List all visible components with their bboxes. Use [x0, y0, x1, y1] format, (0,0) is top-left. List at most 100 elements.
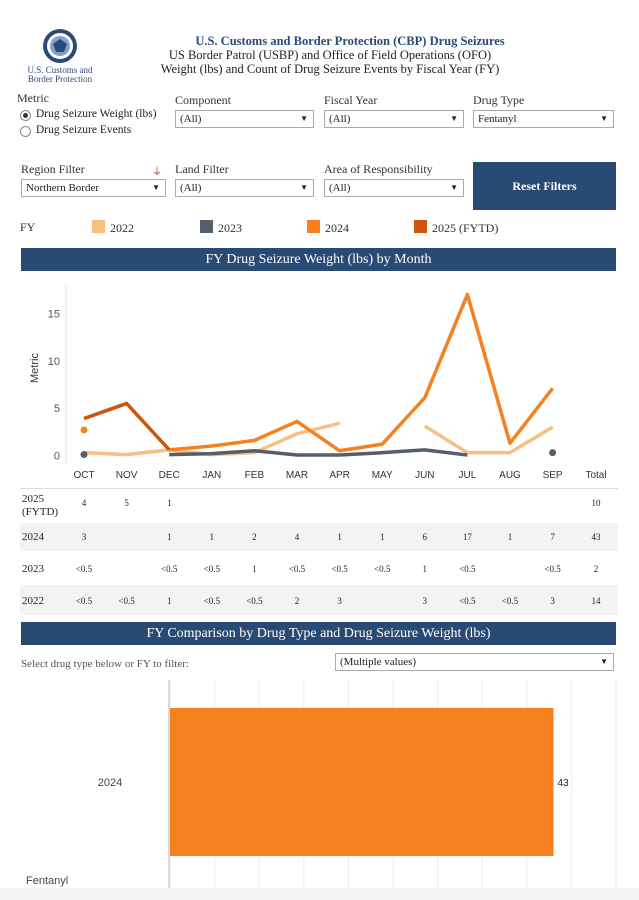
legend-swatch	[414, 220, 427, 233]
series-point-2024[interactable]	[80, 426, 88, 434]
table-cell: 6	[422, 532, 428, 542]
table-row-total: 43	[591, 532, 601, 542]
legend-swatch	[307, 220, 320, 233]
land-value: (All)	[180, 182, 202, 194]
chevron-down-icon: ▼	[450, 114, 458, 123]
bar-2024[interactable]	[170, 708, 554, 856]
table-cell: <0.5	[288, 564, 306, 574]
x-tick-label-feb: FEB	[245, 470, 265, 480]
series-line-2024[interactable]	[169, 292, 554, 453]
section-title-comparison: FY Comparison by Drug Type and Drug Seiz…	[21, 622, 616, 645]
table-cell: 1	[379, 532, 385, 542]
metric-option-weight-label: Drug Seizure Weight (lbs)	[36, 108, 157, 120]
table-cell: 3	[337, 596, 342, 606]
drug-multi-select[interactable]: (Multiple values) ▼	[335, 653, 614, 671]
table-cell: 1	[166, 596, 172, 606]
region-label: Region Filter	[21, 162, 85, 176]
series-line-2022[interactable]	[423, 424, 554, 455]
table-row-band	[20, 523, 618, 551]
series-line-2023[interactable]	[169, 448, 468, 457]
logo-line1: U.S. Customs and	[27, 65, 93, 75]
footer-strip	[0, 888, 639, 900]
region-value: Northern Border	[26, 182, 100, 194]
component-select[interactable]: (All) ▼	[175, 110, 314, 128]
table-cell: 2	[294, 596, 300, 606]
series-point-2023[interactable]	[549, 449, 557, 457]
table-row-total: 14	[591, 596, 601, 606]
aor-label: Area of Responsibility	[324, 162, 433, 176]
x-tick-label-nov: NOV	[116, 470, 138, 480]
radio-selected-icon	[20, 110, 31, 121]
chevron-down-icon: ▼	[300, 114, 308, 123]
bar-group-label: Fentanyl	[26, 875, 68, 887]
chevron-down-icon: ▼	[600, 114, 608, 123]
y-tick-label: 5	[54, 403, 60, 415]
table-row-label: 2025 (FYTD)	[22, 493, 59, 518]
cbp-seal-icon	[43, 29, 77, 63]
chevron-down-icon: ▼	[450, 183, 458, 192]
chevron-down-icon: ▼	[300, 183, 308, 192]
table-divider	[20, 488, 618, 489]
chevron-down-icon: ▼	[600, 657, 608, 666]
legend-item-label: 2025 (FYTD)	[432, 221, 499, 235]
table-row-label: 2024	[22, 531, 44, 543]
drug-type-label: Drug Type	[473, 93, 525, 107]
x-tick-label-jul: JUL	[459, 470, 477, 480]
x-tick-label-apr: APR	[329, 470, 350, 480]
logo-line2: Border Protection	[27, 74, 93, 84]
metric-option-weight[interactable]: Drug Seizure Weight (lbs)	[20, 108, 170, 123]
reset-filters-button[interactable]: Reset Filters	[473, 162, 616, 210]
legend-item-label: 2023	[218, 221, 242, 235]
page-subtitle: US Border Patrol (USBP) and Office of Fi…	[168, 48, 492, 62]
x-tick-label-jun: JUN	[415, 470, 434, 480]
table-cell: <0.5	[203, 564, 220, 574]
fiscal-year-select[interactable]: (All) ▼	[324, 110, 464, 128]
page-subtitle-2: Weight (lbs) and Count of Drug Seizure E…	[160, 62, 500, 76]
x-tick-label-jan: JAN	[202, 470, 221, 480]
x-tick-label-oct: OCT	[73, 470, 94, 480]
y-tick-label: 0	[54, 451, 60, 463]
bar-category-label: 2024	[98, 777, 122, 789]
total-column-header: Total	[585, 470, 606, 480]
fiscal-year-label: Fiscal Year	[324, 93, 378, 107]
x-tick-label-mar: MAR	[286, 470, 308, 480]
y-tick-label: 15	[48, 308, 60, 320]
y-axis-label: Metric	[29, 353, 41, 383]
series-point-2023[interactable]	[80, 451, 88, 459]
table-cell: <0.5	[374, 564, 391, 574]
metric-label: Metric	[17, 91, 49, 105]
series-line-2025[interactable]	[83, 401, 171, 452]
metric-option-events[interactable]: Drug Seizure Events	[20, 124, 170, 139]
clear-filter-icon[interactable]: ⏚	[152, 167, 162, 178]
drug-type-select[interactable]: Fentanyl ▼	[473, 110, 614, 128]
x-tick-label-sep: SEP	[543, 470, 563, 480]
aor-select[interactable]: (All) ▼	[324, 179, 464, 197]
legend-label: FY	[20, 220, 36, 234]
table-cell: <0.5	[118, 596, 135, 606]
aor-value: (All)	[329, 182, 351, 194]
fiscal-year-value: (All)	[329, 113, 351, 125]
region-select[interactable]: Northern Border ▼	[21, 179, 166, 197]
table-cell: <0.5	[75, 564, 93, 574]
table-cell: 3	[81, 532, 87, 542]
table-row-total: 2	[593, 564, 599, 574]
table-cell: 7	[550, 532, 555, 542]
drug-multi-select-value: (Multiple values)	[340, 656, 417, 668]
table-cell: 2	[252, 532, 257, 542]
table-cell: 5	[124, 498, 129, 508]
table-row-total: 10	[591, 498, 601, 508]
comparison-bar-chart: 43 2024 Fentanyl	[26, 680, 617, 888]
monthly-table: 2025 (FYTD) 4 5 1 10 2024 3 1 1 2 4 1 1 6 17 1 7 43 2023 <0…	[22, 493, 601, 607]
table-row-label: 2023	[22, 563, 44, 575]
table-cell: 17	[462, 532, 472, 542]
x-tick-label-dec: DEC	[159, 470, 180, 480]
bar-value-label: 43	[558, 778, 570, 789]
table-cell: 1	[252, 564, 257, 574]
drug-type-value: Fentanyl	[478, 113, 517, 125]
cbp-logo	[42, 28, 78, 64]
x-tick-label-aug: AUG	[499, 470, 521, 480]
land-select[interactable]: (All) ▼	[175, 179, 314, 197]
radio-empty-icon	[20, 126, 31, 137]
table-cell: 1	[209, 532, 215, 542]
table-cell: <0.5	[246, 596, 263, 606]
